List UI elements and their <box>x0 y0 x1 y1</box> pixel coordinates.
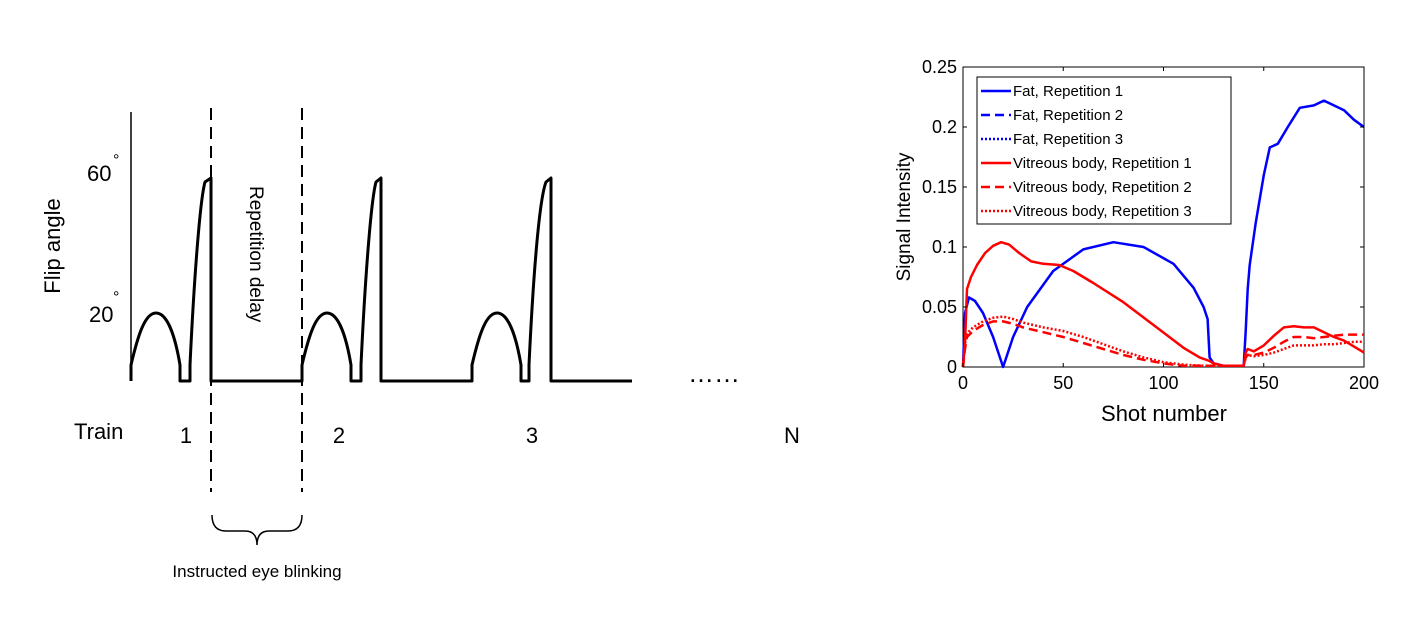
repetition-delay-label: Repetition delay <box>245 186 266 323</box>
x-tick-label: 200 <box>1349 373 1379 393</box>
legend-entry: Vitreous body, Repetition 2 <box>1013 179 1192 196</box>
x-tick-label: 100 <box>1148 373 1178 393</box>
degree-mark-high: ° <box>113 152 119 169</box>
y-tick-label: 0 <box>947 357 957 377</box>
sequence-diagram: Flip angle 60 ° 20 ° Repetition delay ……… <box>40 108 800 581</box>
blink-brace <box>211 514 303 546</box>
level-low-label: 20 <box>89 302 113 327</box>
legend-box <box>976 76 1232 225</box>
series-line-6 <box>961 315 1364 368</box>
train-number-n: N <box>784 423 800 448</box>
y-tick-label: 0.2 <box>932 117 957 137</box>
axis-ticks: 0 50 100 150 200 0 0.05 0.1 0.15 0.2 0.25 <box>922 57 1379 393</box>
y-axis-label: Signal Intensity <box>894 152 915 281</box>
train-number-1: 1 <box>180 423 192 448</box>
level-high-label: 60 <box>87 161 111 186</box>
flip-angle-waveform <box>129 176 632 383</box>
x-tick-label: 0 <box>958 373 968 393</box>
series-line-5 <box>961 320 1364 368</box>
y-tick-label: 0.1 <box>932 237 957 257</box>
signal-intensity-chart: 0 50 100 150 200 0 0.05 0.1 0.15 0.2 0.25 Shot num… <box>894 57 1379 426</box>
train-number-3: 3 <box>526 423 538 448</box>
legend: Fat, Repetition 1 Fat, Repetition 2 Fat, R… <box>976 76 1232 225</box>
legend-entry: Fat, Repetition 3 <box>1013 131 1123 148</box>
train-label: Train <box>74 419 123 444</box>
series-line-4 <box>961 240 1365 368</box>
train-number-2: 2 <box>333 423 345 448</box>
x-tick-label: 50 <box>1053 373 1073 393</box>
series-lines <box>961 99 1365 369</box>
y-tick-label: 0.25 <box>922 57 957 77</box>
blink-label: Instructed eye blinking <box>172 562 341 581</box>
x-tick-label: 150 <box>1249 373 1279 393</box>
legend-entry: Fat, Repetition 2 <box>1013 107 1123 124</box>
y-tick-label: 0.15 <box>922 177 957 197</box>
y-tick-label: 0.05 <box>922 297 957 317</box>
legend-entry: Fat, Repetition 1 <box>1013 83 1123 100</box>
degree-mark-low: ° <box>113 289 119 306</box>
legend-entry: Vitreous body, Repetition 3 <box>1013 203 1192 220</box>
x-axis-label: Shot number <box>1101 401 1227 426</box>
legend-entry: Vitreous body, Repetition 1 <box>1013 155 1192 172</box>
train-ellipsis: …… <box>688 358 740 388</box>
flip-angle-label: Flip angle <box>40 198 65 293</box>
